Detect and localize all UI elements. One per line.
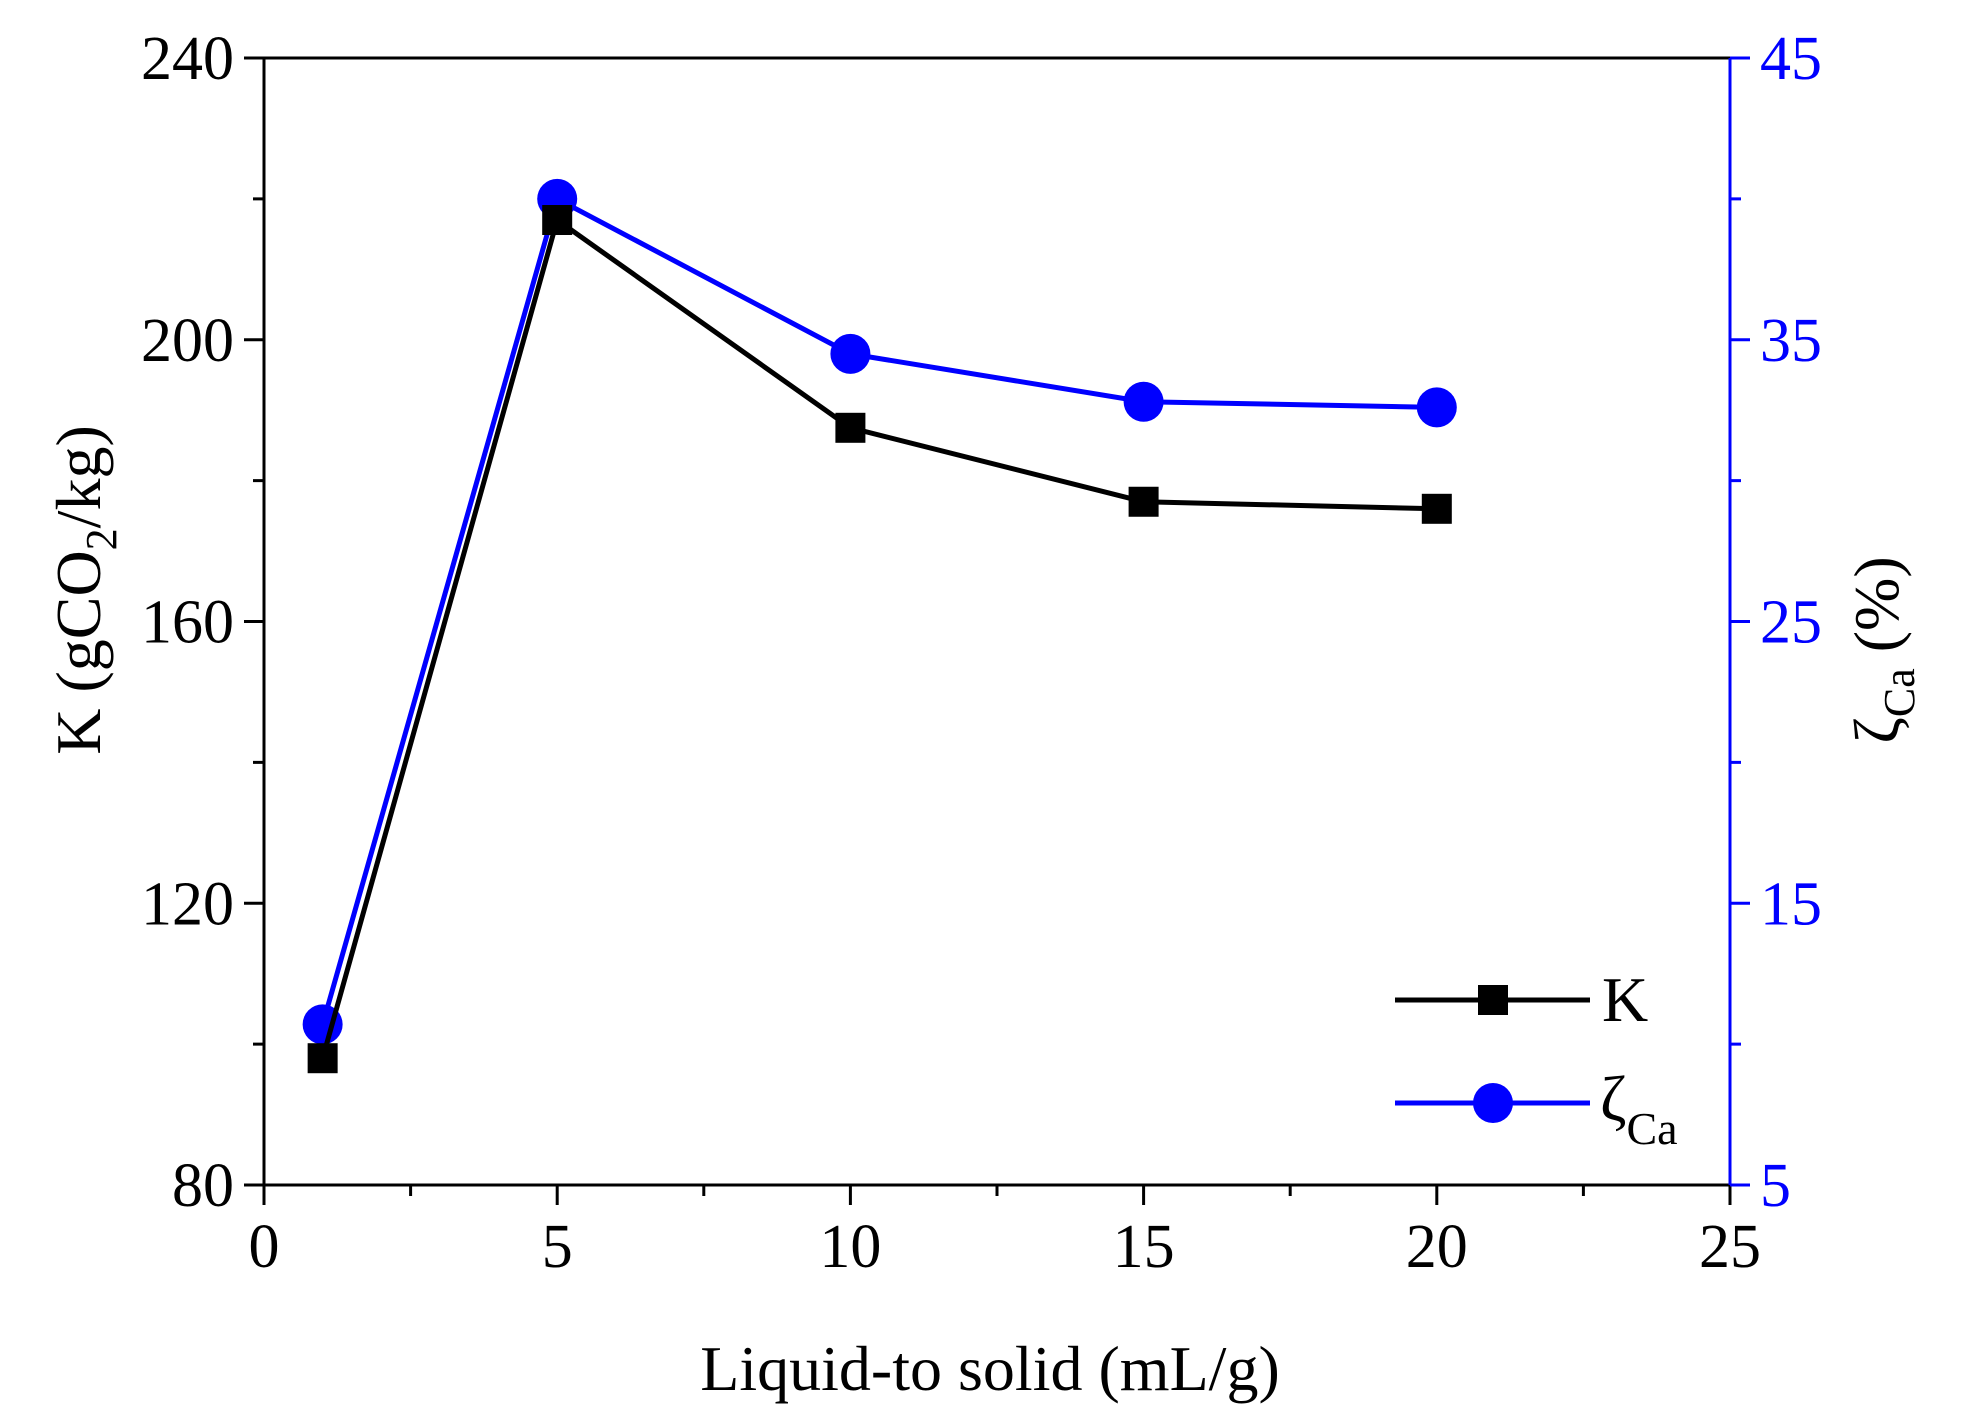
legend-label-zeta: ζCa (1600, 1063, 1678, 1154)
x-tick-label: 10 (819, 1213, 881, 1281)
legend-item-k: K (1395, 964, 1648, 1035)
y-axis-left-title-prefix: K (gCO (43, 550, 114, 754)
x-tick-label: 15 (1113, 1213, 1175, 1281)
y-right-tick-label: 35 (1760, 307, 1822, 375)
x-tick-label: 25 (1699, 1213, 1761, 1281)
y-axis-left-title: K (gCO2/kg) (43, 425, 126, 755)
legend-item-zeta: ζCa (1395, 1063, 1678, 1154)
legend-label-zeta-symbol: ζ (1600, 1063, 1627, 1134)
legend-marker-zeta (1473, 1083, 1513, 1123)
y-axis-right-title-sub: Ca (1875, 668, 1924, 717)
data-point-k (1421, 493, 1452, 524)
legend-marker-k (1478, 985, 1508, 1015)
series-layer (302, 178, 1457, 1074)
y-axis-left-title-sub: 2 (77, 528, 126, 550)
y-axis-right-title: ζCa (%) (1841, 556, 1924, 743)
data-point-k (835, 412, 866, 443)
data-point-zeta (1416, 387, 1457, 428)
legend-label-zeta-sub: Ca (1627, 1103, 1678, 1154)
data-point-k (1128, 486, 1159, 517)
x-axis: 0 5 10 15 20 25 (249, 1185, 1761, 1281)
data-point-zeta (830, 333, 871, 374)
y-right-tick-label: 45 (1760, 25, 1822, 93)
x-tick-label: 0 (249, 1213, 280, 1281)
y-right-tick-label: 25 (1760, 589, 1822, 657)
x-tick-label: 20 (1406, 1213, 1468, 1281)
y-right-tick-label: 5 (1760, 1152, 1791, 1220)
y-left-tick-label: 120 (141, 870, 234, 938)
y-left-tick-label: 240 (141, 25, 234, 93)
series-line-k (320, 215, 1437, 1059)
x-axis-title: Liquid-to solid (mL/g) (700, 1333, 1280, 1404)
series-line-zeta (320, 195, 1437, 1026)
plot-frame (262, 56, 1732, 1187)
x-tick-label: 5 (542, 1213, 573, 1281)
y-axis-right: 5 15 25 35 45 (1730, 25, 1822, 1220)
y-left-tick-label: 200 (141, 307, 234, 375)
y-axis-right-title-symbol: ζ (1841, 717, 1912, 744)
legend-label-k: K (1602, 964, 1648, 1035)
y-axis-left-title-suffix: /kg) (43, 425, 114, 528)
y-left-tick-label: 80 (172, 1152, 234, 1220)
data-point-zeta (1123, 381, 1164, 422)
y-left-tick-label: 160 (141, 589, 234, 657)
y-right-tick-label: 15 (1760, 870, 1822, 938)
y-axis-right-title-suffix: (%) (1841, 556, 1912, 668)
y-axis-left: 80 120 160 200 240 (141, 25, 264, 1220)
legend: K ζCa (1395, 964, 1678, 1154)
data-point-k (307, 1043, 338, 1074)
data-point-k (542, 205, 573, 236)
